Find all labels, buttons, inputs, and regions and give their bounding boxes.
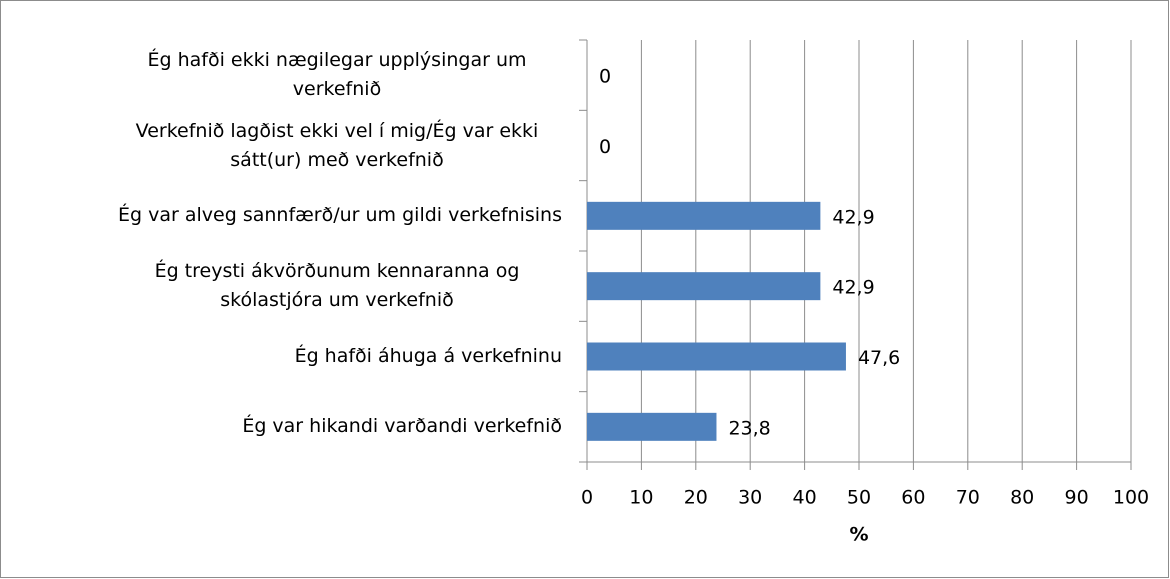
bar [587,201,821,230]
x-tick-label: 80 [1010,487,1034,509]
y-tick-label: Ég hafði áhuga á verkefninu [294,345,562,367]
x-tick-label: 40 [793,487,817,509]
y-tick-label: Ég var alveg sannfærð/ur um gildi verkef… [118,204,562,227]
x-tick-label: 0 [581,487,593,509]
y-tick-label: Ég treysti ákvörðunum kennaranna og skól… [154,260,520,312]
y-tick-label: Ég hafði ekki nægilegar upplýsingar um v… [147,49,527,101]
y-tick-label-box: Ég treysti ákvörðunum kennaranna og skól… [112,251,562,321]
value-label: 47,6 [858,347,900,369]
value-label: 42,9 [832,206,874,228]
bar [587,272,821,301]
x-tick-label: 30 [738,487,762,509]
x-tick-label: 70 [956,487,980,509]
x-axis-title: % [849,524,868,546]
value-label: 42,9 [832,277,874,299]
x-tick-label: 60 [901,487,925,509]
y-tick-label-box: Ég hafði ekki nægilegar upplýsingar um v… [112,40,562,110]
bar [587,342,846,371]
value-label: 23,8 [728,417,770,439]
y-tick-label-box: Ég var alveg sannfærð/ur um gildi verkef… [118,181,562,251]
y-tick-label-box: Verkefnið lagðist ekki vel í mig/Ég var … [112,111,562,181]
bar [587,412,717,441]
value-label: 0 [599,136,611,158]
x-tick-label: 20 [684,487,708,509]
x-tick-label: 10 [629,487,653,509]
y-tick-label-box: Ég hafði áhuga á verkefninu [295,322,562,392]
x-tick-label: 50 [847,487,871,509]
x-tick-label: 100 [1113,487,1149,509]
value-label: 0 [599,66,611,88]
y-tick-label: Ég var hikandi varðandi verkefnið [242,415,562,438]
x-tick-label: 90 [1065,487,1089,509]
y-tick-label-box: Ég var hikandi varðandi verkefnið [242,392,562,462]
y-tick-label: Verkefnið lagðist ekki vel í mig/Ég var … [135,119,539,171]
